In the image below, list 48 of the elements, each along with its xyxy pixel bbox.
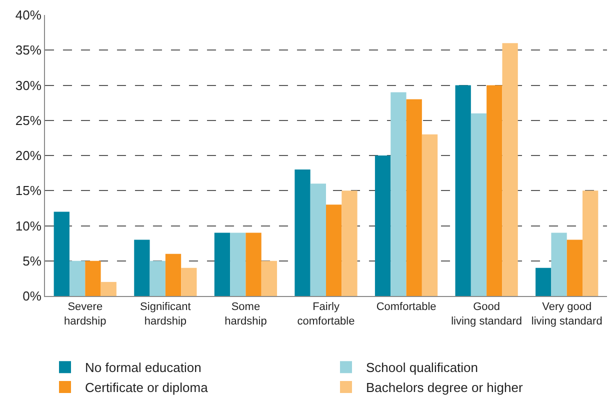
bar (54, 212, 70, 296)
bar (69, 260, 86, 296)
bar (486, 85, 502, 296)
y-tick-label: 40% (15, 8, 42, 23)
bar (502, 43, 518, 296)
bar (326, 204, 342, 296)
y-tick-label: 15% (15, 183, 42, 198)
bar (100, 282, 116, 296)
bar (310, 184, 326, 296)
bar (85, 260, 101, 296)
bar (230, 232, 246, 296)
bar (455, 85, 471, 296)
bar (294, 170, 310, 296)
y-tick-label: 0% (22, 288, 42, 304)
bar (150, 260, 166, 296)
y-tick-label: 25% (15, 112, 42, 128)
legend-label: No formal education (85, 360, 202, 376)
bar (214, 232, 230, 296)
y-tick-label: 5% (22, 253, 42, 268)
bar (374, 156, 391, 296)
bar (566, 240, 583, 296)
bar (342, 190, 358, 296)
bar (536, 268, 552, 296)
y-tick-label: 30% (15, 78, 42, 93)
y-tick-label: 20% (15, 148, 42, 164)
x-tick-label: Some hardship (224, 301, 267, 328)
x-tick-label: Fairly comfortable (297, 301, 355, 328)
legend-label: Bachelors degree or higher (366, 380, 524, 396)
x-tick-label: Good living standard (451, 301, 522, 328)
x-tick-label: Comfortable (376, 301, 436, 314)
bar (551, 232, 567, 296)
bar (406, 99, 422, 296)
bar (390, 92, 406, 296)
bar (582, 190, 598, 296)
y-tick-label: 10% (15, 218, 42, 234)
bar (261, 260, 278, 296)
legend-label: School qualification (366, 360, 478, 376)
x-tick-label: Severe hardship (64, 301, 106, 328)
legend-label: Certificate or diploma (85, 380, 209, 396)
bar (246, 232, 262, 296)
x-tick-label: Significant hardship (140, 301, 191, 328)
bar (470, 113, 487, 296)
bar (165, 254, 182, 296)
bar (181, 268, 197, 296)
y-tick-label: 35% (15, 42, 42, 58)
bar (134, 240, 150, 296)
bar (422, 134, 438, 296)
x-tick-label: Very good living standard (531, 301, 602, 328)
